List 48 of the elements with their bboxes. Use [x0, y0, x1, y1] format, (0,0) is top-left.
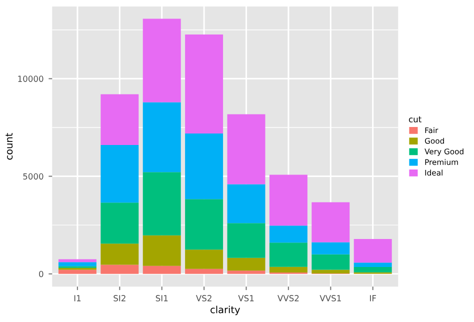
bar	[185, 134, 224, 200]
bar	[227, 223, 266, 258]
bar	[100, 244, 139, 265]
bar	[100, 94, 139, 146]
bar	[185, 268, 224, 274]
bar	[227, 184, 266, 224]
x-axis-title: clarity	[210, 306, 240, 316]
bar	[227, 258, 266, 271]
bar	[269, 226, 308, 243]
y-axis-title: count	[6, 133, 13, 160]
bar	[58, 262, 96, 266]
bar	[227, 114, 266, 184]
x-tick-label: SI2	[114, 295, 126, 302]
bar	[58, 259, 96, 262]
x-tick-label: VVS2	[278, 295, 299, 302]
legend-title: cut	[408, 116, 422, 122]
bar	[354, 267, 392, 272]
bar	[312, 202, 350, 242]
bar	[312, 254, 350, 270]
x-tick-label: VS2	[196, 295, 212, 302]
bar	[354, 238, 392, 263]
bar	[142, 266, 181, 274]
bar	[269, 242, 308, 267]
bar	[269, 266, 308, 273]
y-tick-label: 0	[39, 270, 44, 278]
bar	[142, 235, 181, 266]
bar	[185, 34, 224, 134]
y-tick-label: 5000	[23, 173, 44, 180]
bar	[142, 172, 181, 236]
x-tick-label: IF	[370, 295, 376, 302]
x-tick-label: VS1	[238, 295, 254, 302]
bar	[142, 102, 181, 172]
bar	[312, 242, 350, 254]
y-tick-label: 10000	[18, 76, 44, 82]
bar	[185, 250, 224, 269]
bar	[185, 199, 224, 250]
bar	[100, 202, 139, 244]
bar	[58, 270, 96, 274]
x-tick-label: VVS1	[320, 295, 341, 302]
bar	[354, 262, 392, 268]
x-tick-label: I1	[74, 295, 81, 302]
bar	[100, 264, 139, 274]
bar	[100, 145, 139, 203]
bar	[312, 270, 350, 274]
bar	[227, 270, 266, 274]
x-tick-label: SI1	[156, 295, 168, 302]
bar	[269, 174, 308, 226]
bar	[142, 18, 181, 102]
